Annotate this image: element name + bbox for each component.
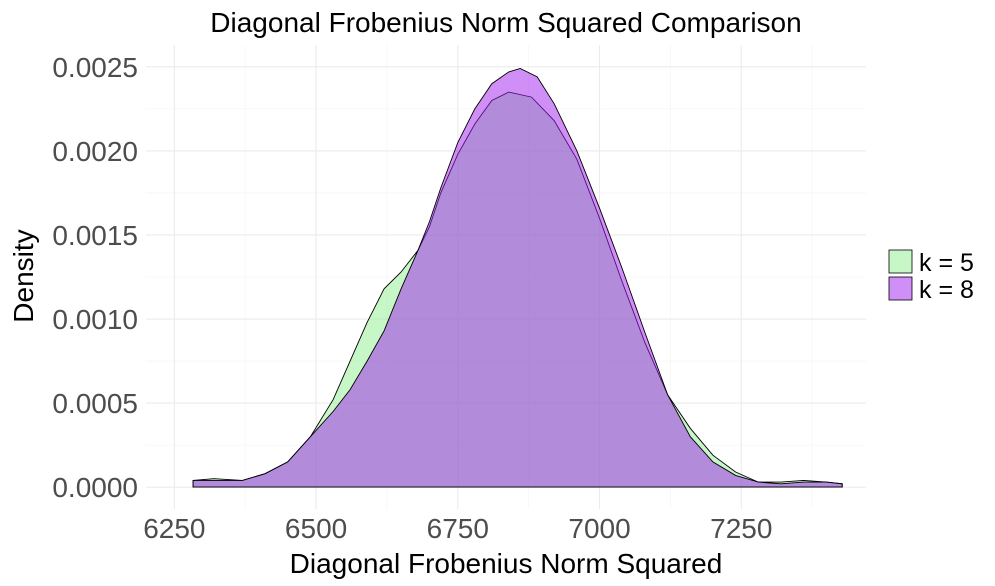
legend-label-series-1: k = 5 [919,249,974,277]
density-areas [192,68,843,488]
y-tick-label: 0.0010 [52,304,138,335]
legend: k = 5k = 8 [888,249,974,304]
y-tick-label: 0.0020 [52,136,138,167]
legend-key-series-2 [888,276,913,301]
x-axis-ticks: 6250 6500 6750 7000 7250 [143,513,772,544]
x-tick-label: 6500 [285,513,347,544]
y-tick-label: 0.0015 [52,220,138,251]
y-tick-label: 0.0000 [52,472,138,503]
x-tick-label: 6750 [427,513,489,544]
legend-label-series-2: k = 8 [919,276,974,304]
x-tick-label: 6250 [143,513,205,544]
y-axis-label: Density [8,229,39,322]
density-area-series-2 [192,68,843,488]
y-tick-label: 0.0025 [52,52,138,83]
x-axis-label: Diagonal Frobenius Norm Squared [290,548,723,579]
y-axis-ticks: 0.0000 0.0005 0.0010 0.0015 0.0020 0.0025 [52,52,138,503]
x-tick-label: 7250 [710,513,772,544]
x-tick-label: 7000 [568,513,630,544]
chart-title: Diagonal Frobenius Norm Squared Comparis… [210,7,801,38]
legend-key-series-1 [888,249,913,274]
y-tick-label: 0.0005 [52,388,138,419]
